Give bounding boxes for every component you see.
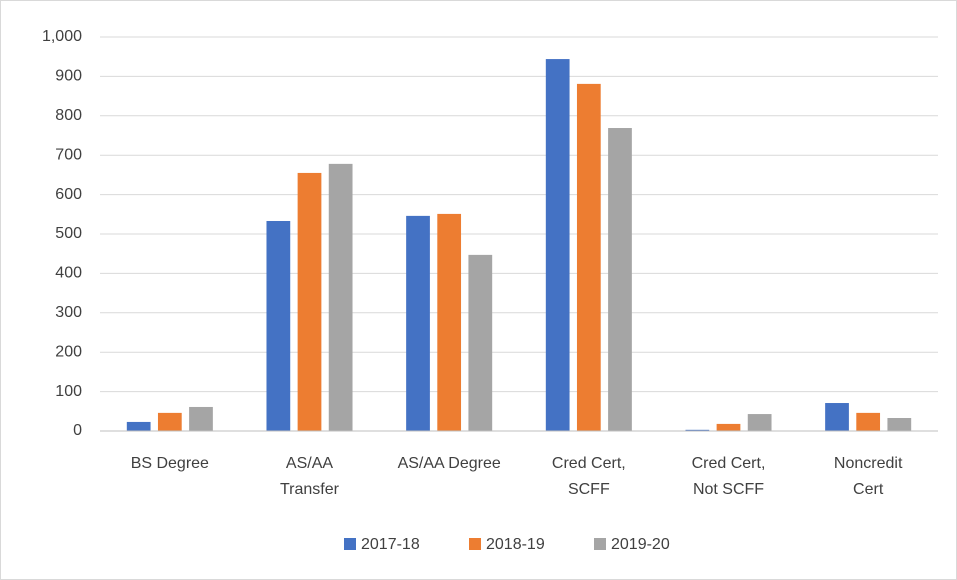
legend-label: 2018-19 xyxy=(486,536,545,553)
x-tick-label: BS Degree xyxy=(131,455,209,472)
bar xyxy=(297,172,322,431)
bar xyxy=(825,403,849,431)
y-tick-label: 300 xyxy=(55,304,82,321)
bar xyxy=(608,128,632,431)
y-tick-label: 1,000 xyxy=(42,28,82,45)
legend-label: 2019-20 xyxy=(611,536,670,553)
x-tick-label: AS/AA Degree xyxy=(398,455,501,472)
y-tick-label: 500 xyxy=(55,225,82,242)
legend-label: 2017-18 xyxy=(361,536,420,553)
bar xyxy=(576,83,601,432)
y-tick-label: 400 xyxy=(55,265,82,282)
x-tick-label: Cred Cert, xyxy=(692,455,766,472)
x-tick-label: Noncredit xyxy=(834,455,903,472)
x-tick-label: AS/AA xyxy=(286,455,333,472)
y-tick-label: 600 xyxy=(55,186,82,203)
bar xyxy=(887,417,912,431)
y-tick-label: 700 xyxy=(55,146,82,163)
bar xyxy=(126,421,151,431)
legend-swatch xyxy=(594,538,606,550)
legend-swatch xyxy=(469,538,481,550)
bar xyxy=(468,254,493,431)
bar xyxy=(856,412,881,431)
x-tick-label: Transfer xyxy=(280,481,340,498)
bar xyxy=(747,414,772,431)
bar xyxy=(716,423,741,431)
bar xyxy=(189,406,213,431)
bar xyxy=(545,59,570,432)
bar xyxy=(685,429,710,431)
x-tick-label: Cert xyxy=(853,481,884,498)
bar xyxy=(437,213,462,431)
bar xyxy=(328,163,353,432)
x-tick-label: SCFF xyxy=(568,481,610,498)
y-tick-label: 0 xyxy=(73,422,82,439)
bar xyxy=(266,220,291,431)
bar xyxy=(157,412,182,431)
y-tick-label: 800 xyxy=(55,107,82,124)
x-tick-label: Not SCFF xyxy=(693,481,764,498)
bar xyxy=(406,215,430,431)
x-tick-label: Cred Cert, xyxy=(552,455,626,472)
y-tick-label: 100 xyxy=(55,383,82,400)
y-tick-label: 200 xyxy=(55,343,82,360)
legend-swatch xyxy=(344,538,356,550)
y-tick-label: 900 xyxy=(55,68,82,85)
